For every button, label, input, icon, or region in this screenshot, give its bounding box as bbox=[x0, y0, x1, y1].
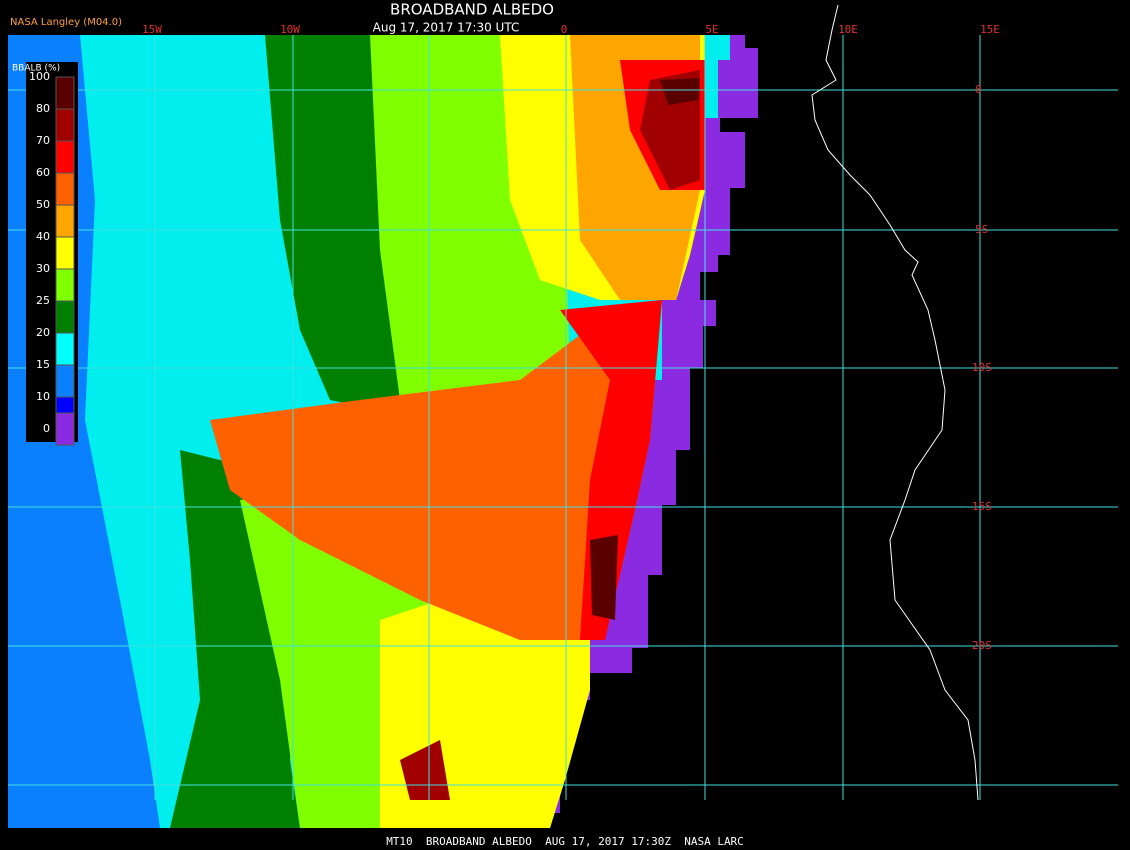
legend-swatch bbox=[55, 236, 75, 270]
legend-tick-label: 40 bbox=[36, 230, 50, 243]
legend-swatch bbox=[55, 204, 75, 238]
legend-swatch bbox=[55, 172, 75, 206]
legend-tick-label: 20 bbox=[36, 326, 50, 339]
credit: NASA Langley (M04.0) bbox=[10, 17, 122, 28]
coastline bbox=[811, 4, 979, 801]
legend-swatch bbox=[55, 364, 75, 398]
legend-tick-label: 10 bbox=[36, 390, 50, 403]
graticule bbox=[8, 35, 1118, 800]
legend-tick-label: 50 bbox=[36, 198, 50, 211]
timestamp: Aug 17, 2017 17:30 UTC bbox=[373, 21, 520, 35]
legend-title: BBALB (%) bbox=[12, 64, 60, 74]
longitude-label: 10E bbox=[838, 23, 858, 36]
longitude-label: 10W bbox=[280, 23, 300, 36]
latitude-label: 5S bbox=[975, 223, 988, 236]
legend-tick-label: 80 bbox=[36, 102, 50, 115]
legend-swatch bbox=[55, 412, 75, 446]
legend-tick-label: 30 bbox=[36, 262, 50, 275]
cloud-band bbox=[660, 78, 700, 105]
legend-tick-label: 0 bbox=[43, 422, 50, 435]
latitude-label: 0 bbox=[975, 83, 982, 96]
cloud-band bbox=[210, 300, 662, 640]
latitude-label: 10S bbox=[972, 361, 992, 374]
longitude-label: 15W bbox=[142, 23, 162, 36]
footer: MT10 BROADBAND ALBEDO AUG 17, 2017 17:30… bbox=[386, 835, 744, 848]
cloud-band bbox=[590, 535, 618, 620]
legend-tick-label: 25 bbox=[36, 294, 50, 307]
longitude-label: 15E bbox=[980, 23, 1000, 36]
legend-swatch bbox=[55, 332, 75, 366]
imagery bbox=[8, 35, 758, 828]
legend-swatch bbox=[55, 300, 75, 334]
legend-swatch bbox=[55, 108, 75, 142]
legend-swatch bbox=[55, 140, 75, 174]
longitude-label: 5E bbox=[705, 23, 718, 36]
longitude-label: 0 bbox=[561, 23, 568, 36]
legend-swatch bbox=[55, 268, 75, 302]
legend-swatch bbox=[55, 76, 75, 110]
latitude-label: 15S bbox=[972, 500, 992, 513]
cloud-band bbox=[560, 300, 662, 640]
latitude-labels: 0 5S 10S 15S 20S bbox=[972, 83, 992, 652]
legend-tick-label: 70 bbox=[36, 134, 50, 147]
latitude-label: 20S bbox=[972, 639, 992, 652]
title: BROADBAND ALBEDO bbox=[390, 1, 554, 19]
legend-tick-label: 60 bbox=[36, 166, 50, 179]
legend-tick-label: 15 bbox=[36, 358, 50, 371]
longitude-labels: 15W 10W 0 5E 10E 15E bbox=[142, 23, 1000, 36]
legend-tick-label: 100 bbox=[29, 70, 50, 83]
